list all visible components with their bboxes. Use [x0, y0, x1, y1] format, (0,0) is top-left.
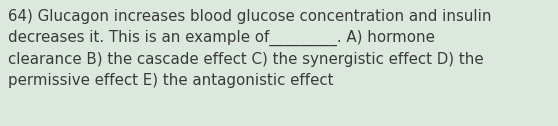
Text: 64) Glucagon increases blood glucose concentration and insulin
decreases it. Thi: 64) Glucagon increases blood glucose con…: [8, 9, 492, 88]
